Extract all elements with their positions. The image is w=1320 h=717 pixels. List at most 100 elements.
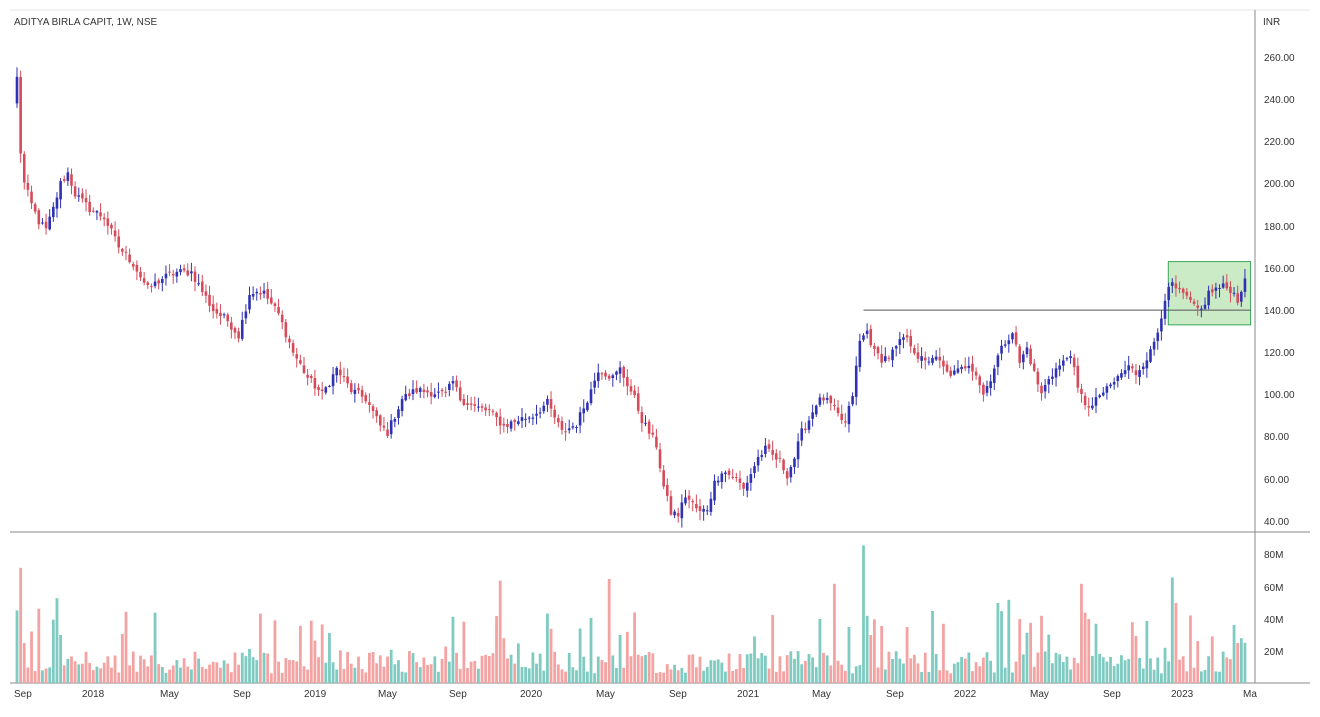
- candle-body: [869, 329, 873, 346]
- volume-bar: [872, 619, 876, 683]
- volume-bar: [949, 673, 953, 683]
- candle-body: [426, 390, 429, 393]
- candle-body: [186, 270, 190, 276]
- candle-body: [121, 248, 124, 252]
- candle-body: [738, 478, 742, 484]
- volume-bar: [546, 613, 549, 683]
- candle-body: [923, 357, 927, 361]
- volume-bar: [1032, 666, 1036, 683]
- candle-body: [1040, 385, 1043, 394]
- volume-bar: [484, 654, 488, 683]
- candle-body: [611, 375, 615, 379]
- volume-bar: [1120, 655, 1123, 683]
- candle-body: [259, 292, 262, 295]
- volume-bar: [164, 672, 168, 683]
- volume-bar: [883, 669, 887, 683]
- volume-bar: [513, 663, 517, 683]
- candle-body: [1025, 347, 1029, 355]
- volume-bar: [923, 652, 927, 683]
- candle-body: [251, 294, 255, 297]
- volume-bar: [455, 652, 458, 683]
- candle-body: [219, 312, 222, 317]
- candle-body: [1160, 318, 1163, 332]
- volume-bar: [713, 660, 716, 683]
- volume-bar: [945, 670, 949, 683]
- candle-body: [564, 431, 567, 433]
- candle-body: [956, 368, 960, 373]
- volume-bar: [19, 567, 23, 683]
- volume-bar: [1159, 673, 1163, 683]
- volume-bar: [1058, 654, 1062, 683]
- volume-bar: [538, 653, 542, 683]
- candle-body: [582, 408, 586, 414]
- candle-body: [782, 459, 785, 471]
- candle-body: [989, 381, 992, 389]
- candle-body: [1240, 291, 1243, 302]
- volume-bar: [509, 654, 513, 683]
- candle-body: [796, 441, 800, 460]
- candle-body: [244, 311, 248, 319]
- volume-bar: [99, 668, 102, 683]
- volume-bar: [15, 610, 19, 683]
- candle-body: [1032, 363, 1036, 371]
- volume-bar: [295, 661, 299, 683]
- volume-bar: [77, 664, 81, 683]
- candle-body: [509, 421, 513, 429]
- candle-body: [306, 374, 309, 378]
- candle-body: [1207, 290, 1210, 306]
- volume-tick: 40M: [1264, 615, 1283, 626]
- candle-body: [353, 389, 357, 394]
- candle-body: [902, 337, 905, 340]
- candle-body: [731, 476, 735, 478]
- volume-bar: [309, 620, 313, 683]
- volume-bar: [266, 653, 270, 683]
- candle-body: [1149, 349, 1152, 362]
- volume-bar: [687, 654, 691, 683]
- candle-body: [702, 508, 705, 512]
- volume-bar: [160, 667, 164, 683]
- candle-body: [982, 384, 985, 395]
- candle-body: [44, 221, 48, 229]
- volume-bar: [248, 648, 251, 683]
- candle-body: [557, 418, 560, 423]
- candle-body: [397, 409, 400, 418]
- candle-body: [593, 380, 596, 388]
- volume-bar: [785, 655, 789, 683]
- candle-body: [222, 314, 226, 316]
- volume-bar: [625, 631, 629, 683]
- candle-body: [128, 254, 131, 263]
- volume-bar: [1083, 612, 1087, 683]
- volume-bar: [1087, 619, 1091, 683]
- volume-bar: [219, 667, 222, 683]
- candle-body: [437, 391, 440, 393]
- candle-body: [495, 412, 498, 418]
- candle-body: [1043, 384, 1047, 392]
- volume-bar: [942, 623, 945, 683]
- candle-body: [226, 314, 230, 322]
- candle-body: [248, 295, 251, 310]
- candle-body: [1080, 388, 1083, 395]
- volume-bar: [963, 658, 967, 683]
- candle-body: [66, 172, 70, 181]
- volume-bar: [397, 660, 400, 683]
- volume-bar: [909, 658, 913, 683]
- candle-body: [382, 425, 386, 428]
- time-label: May: [1030, 689, 1049, 700]
- candle-body: [633, 390, 636, 396]
- candle-body: [208, 294, 211, 306]
- time-label: Sep: [449, 689, 467, 700]
- candle-body: [266, 289, 269, 299]
- candle-body: [793, 458, 796, 468]
- volume-bar: [378, 655, 382, 683]
- price-tick: 120.00: [1264, 348, 1295, 359]
- candle-body: [469, 403, 473, 405]
- volume-bar: [80, 663, 84, 683]
- price-tick: 260.00: [1264, 53, 1295, 64]
- volume-bar: [542, 670, 546, 683]
- candle-body: [538, 412, 542, 414]
- volume-bar: [807, 654, 811, 683]
- volume-bar: [84, 651, 88, 683]
- volume-bar: [1090, 655, 1094, 683]
- volume-bar: [1025, 632, 1029, 683]
- volume-bar: [694, 667, 698, 683]
